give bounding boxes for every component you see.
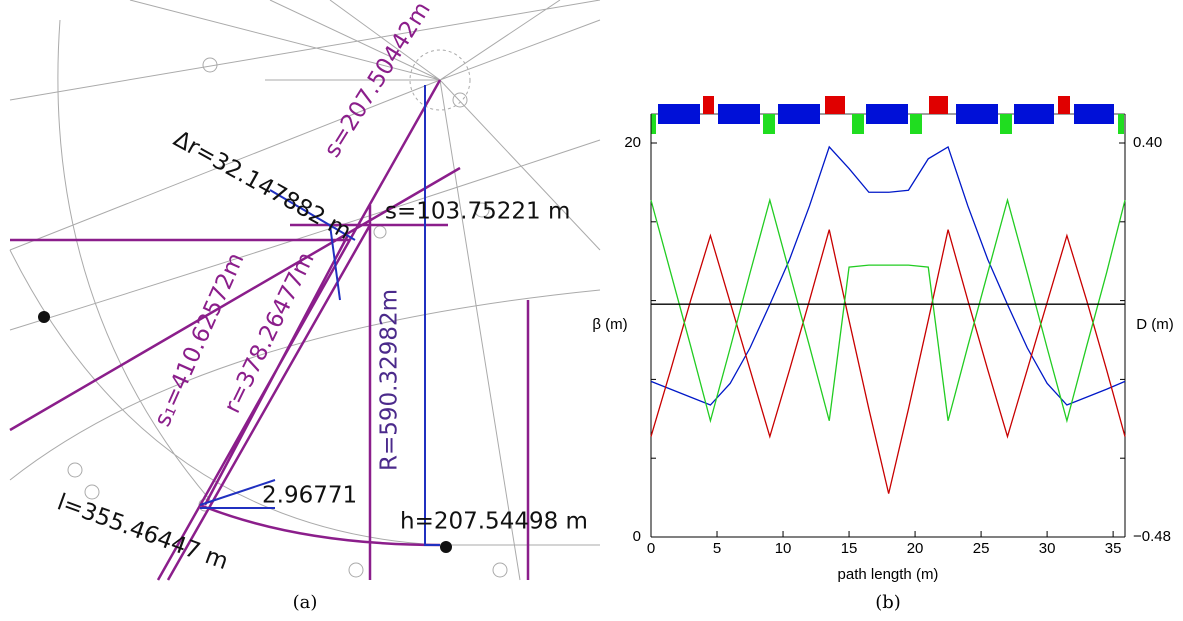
x-tick-label: 5 — [713, 540, 721, 557]
marker — [38, 311, 50, 323]
y2-tick-label: 0.40 — [1133, 134, 1162, 151]
annotation: 2.96771 — [262, 483, 357, 509]
axes — [650, 114, 1126, 538]
y2-tick-label: −0.48 — [1133, 528, 1171, 545]
x-tick-label: 30 — [1039, 540, 1056, 557]
y-tick-label: 20 — [624, 134, 641, 151]
annotation: s=103.75221 m — [385, 199, 570, 225]
y-axis-label: β (m) — [592, 316, 627, 333]
annotation: l=355.46447 m — [54, 489, 232, 575]
caption: (a) — [293, 592, 318, 613]
panel-a-blue — [199, 85, 440, 546]
lattice — [651, 96, 1125, 134]
annotation: h=207.54498 m — [400, 509, 588, 535]
annotation: s=207.50442m — [319, 0, 435, 162]
series-line — [650, 197, 1126, 424]
caption: (b) — [875, 592, 901, 613]
x-axis-label: path length (m) — [838, 566, 939, 583]
x-tick-label: 0 — [647, 540, 655, 557]
x-tick-label: 35 — [1105, 540, 1122, 557]
x-tick-label: 10 — [775, 540, 792, 557]
y-tick-label: 0 — [633, 528, 641, 545]
y2-axis-label: D (m) — [1136, 316, 1174, 333]
x-tick-label: 25 — [973, 540, 990, 557]
marker — [440, 541, 452, 553]
x-tick-label: 20 — [907, 540, 924, 557]
x-tick-label: 15 — [841, 540, 858, 557]
annotation: R=590.32982m — [377, 289, 403, 471]
series-line — [650, 145, 1126, 406]
series-line — [650, 229, 1126, 494]
panel-a-geometry — [9, 79, 530, 581]
